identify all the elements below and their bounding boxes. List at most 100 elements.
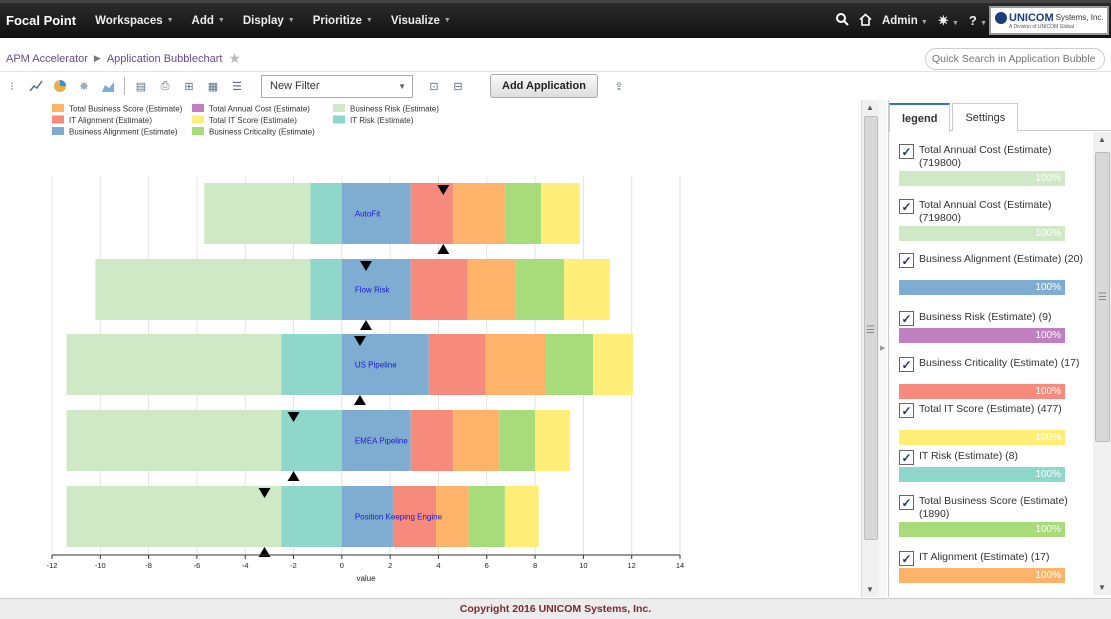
document-icon[interactable]: ▦ xyxy=(207,80,219,93)
breadcrumb-item-apm[interactable]: APM Accelerator xyxy=(6,52,88,65)
bar-segment xyxy=(204,183,311,244)
tab-settings[interactable]: Settings xyxy=(952,103,1019,131)
menu-visualize[interactable]: Visualize ▼ xyxy=(382,15,460,27)
print-icon[interactable]: ⎙ xyxy=(160,79,170,92)
search-icon[interactable] xyxy=(835,12,849,29)
legend-item-bar[interactable]: 100% xyxy=(899,384,1065,399)
home-icon[interactable] xyxy=(859,12,872,29)
panel-splitter[interactable]: ▶ xyxy=(879,100,887,597)
bar-segment xyxy=(281,334,342,395)
import-icon[interactable]: ⇪ xyxy=(614,80,624,93)
legend-scrollbar[interactable]: ▲ ☰ ▼ xyxy=(1093,132,1111,595)
chevron-down-icon: ▼ xyxy=(951,19,959,27)
legend-item: ✓ Total IT Score (Estimate) (477) 100% xyxy=(899,403,1089,445)
line-chart-icon[interactable] xyxy=(29,79,43,93)
checkbox[interactable]: ✓ xyxy=(899,311,914,326)
chart-scrollbar[interactable]: ▲ ☰ ▼ xyxy=(861,100,879,597)
legend-label: Business Alignment (Estimate) xyxy=(69,128,178,137)
settings-menu[interactable]: ✷ ▼ xyxy=(938,13,959,29)
legend-item-bar[interactable]: 100% xyxy=(899,430,1065,445)
bar-segment xyxy=(436,486,469,547)
legend-item: ✓ Business Alignment (Estimate) (20) 100% xyxy=(899,253,1089,295)
properties-icon[interactable]: ☰ xyxy=(232,80,242,93)
checkbox[interactable]: ✓ xyxy=(899,403,914,418)
scrollbar-thumb[interactable] xyxy=(1095,152,1110,442)
menu-prioritize[interactable]: Prioritize ▼ xyxy=(304,15,382,27)
filter-edit-icon[interactable]: ⊡ xyxy=(429,80,439,93)
bar-segment xyxy=(341,410,411,471)
scatter-chart-icon[interactable]: ⁝ xyxy=(10,80,14,93)
x-tick-label: 4 xyxy=(436,561,440,570)
scroll-up-icon[interactable]: ▲ xyxy=(1098,135,1106,144)
scrollbar-thumb[interactable] xyxy=(864,116,878,540)
chart-row: Position Keeping Engine xyxy=(66,486,539,557)
checkbox[interactable]: ✓ xyxy=(899,495,914,510)
legend-label: IT Risk (Estimate) xyxy=(350,116,414,125)
export-excel-icon[interactable]: ⊞ xyxy=(184,80,194,93)
scroll-down-icon[interactable]: ▼ xyxy=(1098,583,1106,592)
legend-item-row: ✓ IT Risk (Estimate) (8) xyxy=(899,450,1089,465)
menu-workspaces[interactable]: Workspaces ▼ xyxy=(86,15,182,27)
marker-up-icon xyxy=(360,320,372,330)
help-menu[interactable]: ? ▼ xyxy=(969,13,987,28)
legend-label: Total Business Score (Estimate) xyxy=(69,105,183,114)
legend-item-row: ✓ IT Alignment (Estimate) (17) xyxy=(899,551,1089,566)
legend-item-bar[interactable]: 100% xyxy=(899,522,1065,537)
legend-item-bar[interactable]: 100% xyxy=(899,171,1065,186)
legend-item-percent: 100% xyxy=(1035,432,1061,443)
menu-add[interactable]: Add ▼ xyxy=(183,15,234,27)
checkbox[interactable]: ✓ xyxy=(899,551,914,566)
legend-item-row: ✓ Business Alignment (Estimate) (20) xyxy=(899,253,1089,268)
area-chart-icon[interactable] xyxy=(101,79,115,93)
legend-item-percent: 100% xyxy=(1035,282,1061,293)
x-tick-label: 6 xyxy=(485,561,489,570)
legend-item-percent: 100% xyxy=(1035,524,1061,535)
legend-item-bar[interactable]: 100% xyxy=(899,467,1065,482)
presentation-icon[interactable]: ▤ xyxy=(135,80,147,93)
radar-chart-icon[interactable]: ✵ xyxy=(79,80,89,93)
checkbox[interactable]: ✓ xyxy=(899,253,914,268)
checkbox[interactable]: ✓ xyxy=(899,199,914,214)
menu-display[interactable]: Display ▼ xyxy=(234,15,304,27)
checkbox[interactable]: ✓ xyxy=(899,144,914,159)
favorite-star-icon[interactable]: ★ xyxy=(228,50,241,66)
legend-item-percent: 100% xyxy=(1035,469,1061,480)
legend-item-bar[interactable]: 100% xyxy=(899,226,1065,241)
legend-item: ✓ Total Annual Cost (Estimate) (719800) 10… xyxy=(899,199,1089,241)
pie-chart-icon[interactable] xyxy=(53,79,67,93)
breadcrumb-item-bubblechart[interactable]: Application Bubblechart xyxy=(106,52,223,65)
legend-item-bar[interactable]: 100% xyxy=(899,280,1065,295)
bar-segment xyxy=(393,486,437,547)
bar-segment xyxy=(281,486,342,547)
gear-icon: ✷ xyxy=(937,12,949,28)
legend-swatch xyxy=(333,115,345,124)
bar-segment xyxy=(545,334,594,395)
filter-manage-icon[interactable]: ⊟ xyxy=(453,80,463,93)
main-menu: Workspaces ▼ Add ▼ Display ▼ Prioritize ▼ Vi… xyxy=(86,3,460,38)
bar-chart: Total Business Score (Estimate) IT Alignm… xyxy=(47,104,684,583)
bar-segment xyxy=(504,183,542,244)
menu-visualize-label: Visualize xyxy=(390,14,440,27)
legend-item-row: ✓ Total IT Score (Estimate) (477) xyxy=(899,403,1089,418)
filter-select[interactable]: New Filter ▼ xyxy=(261,74,413,98)
marker-down-icon xyxy=(437,185,450,195)
brand-title[interactable]: Focal Point xyxy=(6,13,77,28)
legend-label: Business Risk (Estimate) xyxy=(350,105,439,114)
chevron-down-icon: ▼ xyxy=(443,17,451,24)
checkbox[interactable]: ✓ xyxy=(899,357,914,372)
legend-item-percent: 100% xyxy=(1035,173,1061,184)
legend-item-bar[interactable]: 100% xyxy=(899,568,1065,583)
scroll-up-icon[interactable]: ▲ xyxy=(866,103,874,112)
add-application-button[interactable]: Add Application xyxy=(490,74,598,98)
help-icon: ? xyxy=(968,13,977,28)
bar-segment xyxy=(341,334,429,395)
bar-segment xyxy=(428,334,486,395)
legend-item-bar[interactable]: 100% xyxy=(899,328,1065,343)
legend-label: Total IT Score (Estimate) xyxy=(209,116,297,125)
scroll-down-icon[interactable]: ▼ xyxy=(866,585,874,594)
user-menu[interactable]: Admin ▼ xyxy=(882,15,928,27)
quick-search-input[interactable] xyxy=(925,48,1105,70)
tab-legend[interactable]: legend xyxy=(889,103,951,132)
checkbox[interactable]: ✓ xyxy=(899,450,914,465)
x-tick-label: 10 xyxy=(579,561,587,570)
